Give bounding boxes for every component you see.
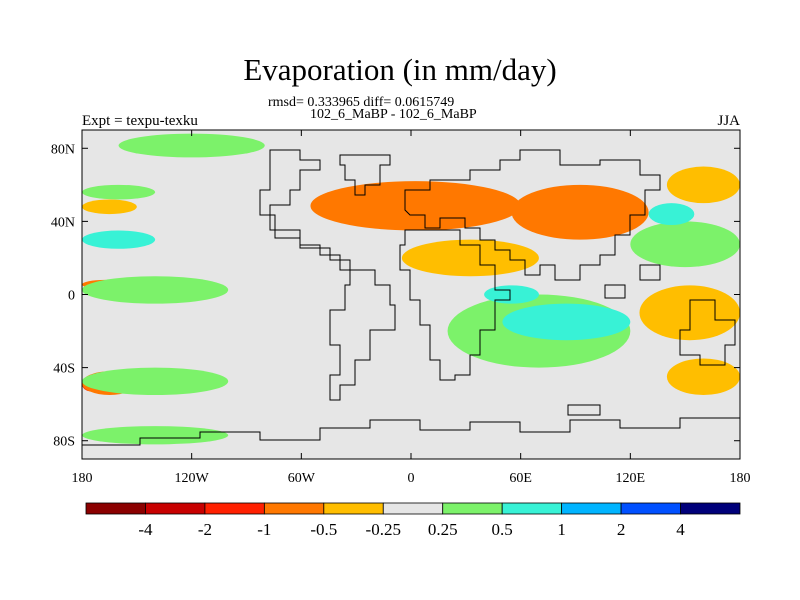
x-tick-label: 60E bbox=[509, 471, 532, 486]
colorbar-label: 4 bbox=[676, 520, 685, 539]
anomaly-region-moderate-decrease bbox=[82, 199, 137, 215]
colorbar-bin bbox=[442, 502, 503, 515]
anomaly-region-increase bbox=[82, 426, 229, 445]
x-tick-label: 180 bbox=[72, 471, 93, 486]
anomaly-region-increase bbox=[82, 367, 229, 396]
coastline-eurasia bbox=[404, 149, 661, 281]
anomaly-region-moderate-decrease bbox=[666, 358, 740, 396]
colorbar-label: 0.5 bbox=[492, 520, 513, 539]
experiment-label: Expt = texpu-texku bbox=[82, 113, 198, 129]
stats-text: rmsd= 0.333965 diff= 0.0615749 bbox=[268, 95, 455, 110]
coastline-maritime-islands bbox=[567, 264, 661, 416]
anomaly-region-decrease bbox=[511, 184, 649, 240]
colorbar-label: 1 bbox=[557, 520, 566, 539]
colorbar-bin bbox=[561, 502, 622, 515]
anomaly-region-moderate-decrease bbox=[666, 166, 740, 204]
colorbar-bin bbox=[620, 502, 681, 515]
anomaly-region-strong-increase bbox=[82, 230, 156, 249]
colorbar-bin bbox=[204, 502, 265, 515]
axis-ticks: 180 120W 60W 0 60E 120E 180 80N 40N 0 40S 80S bbox=[51, 130, 751, 486]
y-tick-label: 80S bbox=[53, 435, 75, 450]
x-tick-label: 180 bbox=[730, 471, 751, 486]
colorbar-bin bbox=[382, 502, 444, 515]
coastline-antarctica bbox=[82, 417, 740, 446]
y-tick-label: 80N bbox=[51, 142, 75, 157]
colorbar-label: 0.25 bbox=[428, 520, 458, 539]
colorbar-bin bbox=[501, 502, 563, 515]
y-tick-label: 40S bbox=[53, 362, 75, 377]
colorbar-label: -0.25 bbox=[366, 520, 401, 539]
colorbar-label: -2 bbox=[198, 520, 212, 539]
colorbar-label: -4 bbox=[138, 520, 153, 539]
anomaly-region-increase bbox=[118, 133, 265, 158]
y-tick-label: 0 bbox=[68, 289, 75, 304]
coastlines bbox=[82, 149, 740, 446]
anomaly-region-increase bbox=[82, 184, 156, 200]
anomaly-region-increase bbox=[82, 276, 229, 304]
colorbar-label: -0.5 bbox=[310, 520, 337, 539]
colorbar-bin bbox=[680, 502, 741, 515]
colorbar-label: 2 bbox=[617, 520, 626, 539]
x-tick-label: 120E bbox=[616, 471, 646, 486]
coastline-africa bbox=[399, 229, 511, 381]
anomaly-region-moderate-decrease bbox=[401, 239, 539, 277]
coastline-south-america bbox=[329, 269, 396, 401]
anomaly-region-decrease bbox=[310, 181, 521, 231]
colorbar-label: -1 bbox=[257, 520, 271, 539]
y-tick-label: 40N bbox=[51, 215, 75, 230]
anomaly-field bbox=[82, 133, 740, 445]
season-label: JJA bbox=[717, 113, 740, 129]
anomaly-region-increase bbox=[630, 221, 740, 268]
anomaly-region-strong-increase bbox=[648, 203, 695, 226]
coastline-australia bbox=[679, 299, 736, 366]
colorbar-bin bbox=[85, 502, 146, 515]
x-tick-label: 120W bbox=[175, 471, 210, 486]
coastline-greenland bbox=[339, 154, 391, 196]
colorbar-bin bbox=[323, 502, 384, 515]
colorbar-bin bbox=[145, 502, 206, 515]
x-tick-label: 60W bbox=[288, 471, 316, 486]
colorbar: -4 -2 -1 -0.5 -0.25 0.25 0.5 1 2 4 bbox=[85, 502, 741, 539]
colorbar-bin bbox=[263, 502, 325, 515]
x-tick-label: 0 bbox=[408, 471, 415, 486]
chart-title: Evaporation (in mm/day) bbox=[243, 52, 557, 87]
anomaly-region-strong-increase bbox=[484, 285, 539, 304]
anomaly-region-strong-increase bbox=[502, 303, 631, 341]
coastline-north-america bbox=[259, 149, 351, 271]
chart-subtitle: 102_6_MaBP - 102_6_MaBP bbox=[310, 107, 477, 122]
